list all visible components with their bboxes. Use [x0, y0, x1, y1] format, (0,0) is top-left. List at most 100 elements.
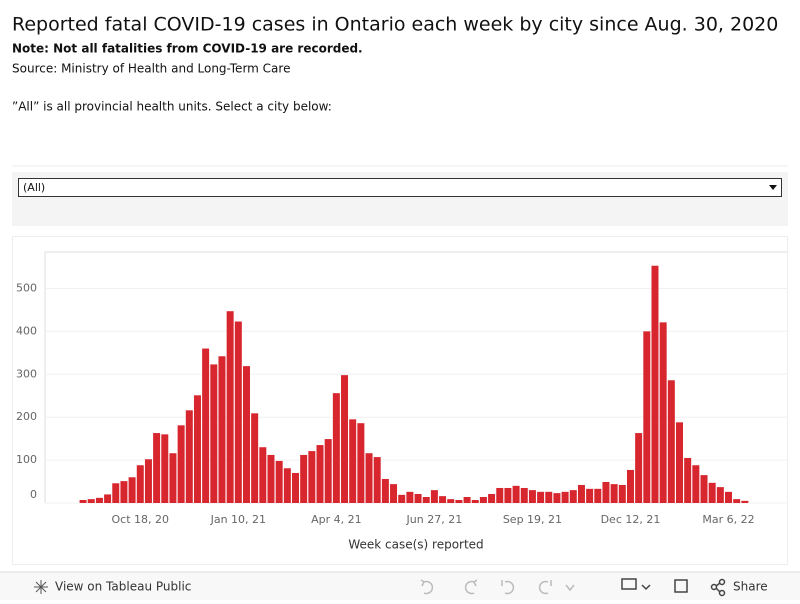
bar	[635, 433, 643, 503]
bar	[218, 356, 226, 503]
bar	[569, 490, 577, 503]
bar	[422, 496, 430, 503]
bar	[308, 451, 316, 503]
bar	[193, 395, 201, 503]
bar	[210, 364, 218, 503]
bar	[504, 487, 512, 503]
bar	[259, 447, 267, 503]
bar	[414, 493, 422, 503]
instruction: ”All” is all provincial health units. Se…	[12, 100, 332, 114]
bar	[185, 410, 193, 503]
bar	[455, 499, 463, 503]
y-tick-label: 400	[16, 324, 37, 337]
tableau-icon	[34, 580, 48, 594]
bar	[545, 491, 553, 503]
x-tick-label: Dec 12, 21	[601, 513, 661, 526]
dropdown-arrow	[769, 185, 777, 190]
bar	[667, 380, 675, 503]
bar	[716, 487, 724, 503]
bar	[300, 454, 308, 503]
bar	[234, 321, 242, 503]
bar	[602, 481, 610, 503]
bar	[643, 331, 651, 503]
action-icons[interactable]	[621, 578, 726, 597]
bar	[561, 491, 569, 503]
bar	[651, 265, 659, 503]
bar	[528, 490, 536, 503]
bar	[381, 478, 389, 503]
x-axis-label: Week case(s) reported	[348, 538, 483, 552]
bar	[479, 496, 487, 503]
y-tick-label: 200	[16, 410, 37, 423]
bar	[577, 484, 585, 503]
bar	[202, 348, 210, 503]
bar	[153, 433, 161, 503]
bar	[120, 481, 128, 503]
dropdown-value: (All)	[23, 181, 45, 194]
share-button[interactable]: Share	[733, 580, 768, 594]
y-tick-label: 300	[16, 367, 37, 380]
x-tick-label: Jun 27, 21	[406, 513, 463, 526]
bar	[87, 499, 95, 503]
title: Reported fatal COVID-19 cases in Ontario…	[12, 14, 778, 36]
bar	[136, 465, 144, 503]
y-tick-label: 500	[16, 281, 37, 294]
bar	[390, 484, 398, 503]
bar	[684, 457, 692, 503]
bar	[594, 488, 602, 503]
bar	[618, 484, 626, 503]
source: Source: Ministry of Health and Long-Term…	[12, 62, 290, 76]
bar	[177, 425, 185, 503]
y-tick-label: 100	[16, 453, 37, 466]
bar	[610, 484, 618, 503]
bar	[332, 393, 340, 503]
bar	[700, 475, 708, 503]
bar	[373, 457, 381, 503]
bar	[439, 496, 447, 503]
bar	[251, 413, 259, 503]
bar	[537, 491, 545, 503]
dropdown[interactable]	[18, 178, 782, 197]
x-tick-label: Oct 18, 20	[112, 513, 170, 526]
bar	[553, 493, 561, 503]
bar	[242, 366, 250, 503]
bar	[341, 375, 349, 503]
history-icons	[420, 579, 575, 595]
bar	[471, 499, 479, 503]
bar	[406, 491, 414, 503]
bar	[512, 485, 520, 503]
view-link[interactable]: View on Tableau Public	[55, 580, 191, 594]
x-tick-label: Mar 6, 22	[702, 513, 754, 526]
bar	[488, 493, 496, 503]
bar	[128, 477, 136, 503]
bar	[520, 487, 528, 503]
bar	[267, 454, 275, 503]
bar	[447, 499, 455, 503]
bar	[692, 465, 700, 503]
note: Note: Not all fatalities from COVID-19 a…	[12, 42, 363, 56]
bar	[283, 468, 291, 503]
bar	[741, 500, 749, 503]
bar	[292, 472, 300, 503]
bar	[496, 487, 504, 503]
bar	[659, 322, 667, 503]
bar	[365, 453, 373, 503]
bar	[324, 439, 332, 503]
bar	[675, 422, 683, 503]
bar	[104, 494, 112, 503]
x-tick-label: Jan 10, 21	[210, 513, 266, 526]
bar	[725, 491, 733, 503]
bar	[398, 494, 406, 503]
bar	[733, 499, 741, 503]
bar	[430, 490, 438, 503]
bar	[144, 459, 152, 503]
bar	[275, 460, 283, 503]
bar	[79, 499, 87, 503]
y-tick-label: 0	[30, 488, 37, 501]
bar	[169, 453, 177, 503]
bar	[708, 482, 716, 503]
bar	[626, 469, 634, 503]
bar	[316, 445, 324, 503]
bar	[95, 497, 103, 503]
